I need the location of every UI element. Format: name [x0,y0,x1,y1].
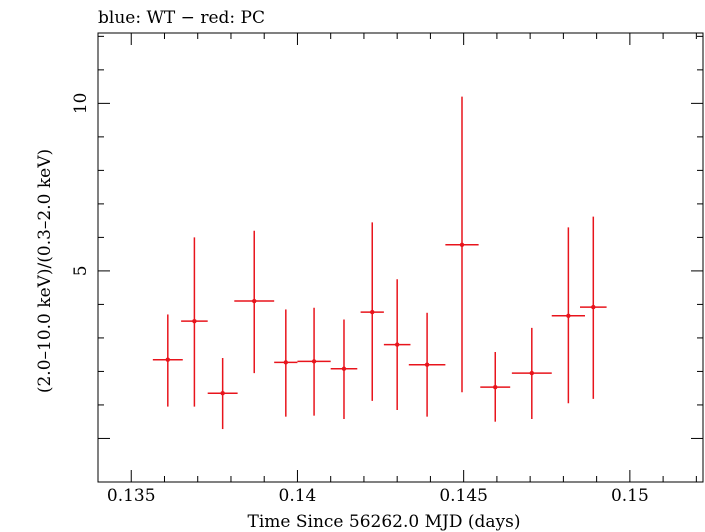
point-marker [591,304,596,310]
data-point [551,227,585,404]
data-point [152,314,183,407]
point-marker [220,391,225,396]
point-marker [529,370,535,376]
x-tick-label: 0.15 [611,486,649,506]
data-point [360,222,384,401]
x-tick-label: 0.14 [279,486,317,506]
point-marker [493,384,498,390]
chart-title: blue: WT − red: PC [98,8,265,28]
data-point [480,351,511,422]
y-tick-label: 5 [71,265,91,276]
data-point [274,309,298,417]
data-point [297,307,331,416]
point-marker [252,298,257,304]
data-point [580,216,607,399]
data-point [330,319,358,420]
point-marker [311,359,317,364]
data-point [408,312,446,417]
x-axis: 0.135 0.14 0.145 0.15 [97,33,697,506]
point-marker [394,342,400,347]
data-point [181,237,208,407]
data-point [445,96,479,393]
x-tick-label: 0.135 [107,486,156,506]
point-marker [165,357,171,362]
y-tick-label: 10 [71,93,91,115]
x-tick-label: 0.145 [439,486,488,506]
point-marker [370,309,375,315]
point-marker [283,360,289,365]
point-marker [424,362,430,367]
plot-frame [97,32,704,483]
point-marker [566,313,571,319]
x-axis-label: Time Since 56262.0 MJD (days) [248,512,521,532]
data-points [152,96,607,430]
y-axis-label: (2.0–10.0 keV)/(0.3–2.0 keV) [35,149,55,393]
point-marker [341,366,347,371]
y-axis: 5 10 [71,35,703,439]
data-point [383,279,411,410]
data-point [207,358,238,430]
data-point [511,327,552,420]
data-point [234,230,275,374]
point-marker [192,318,197,324]
point-marker [459,242,465,247]
